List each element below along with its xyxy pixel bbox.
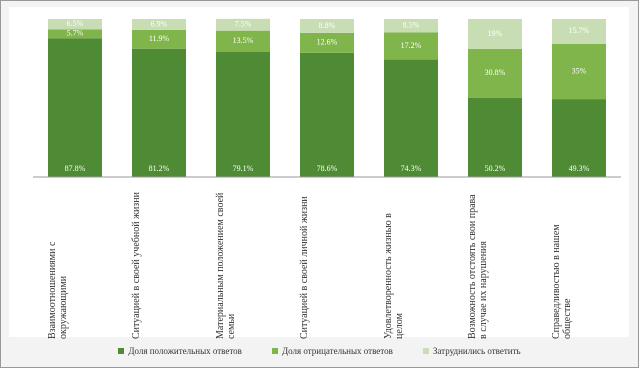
x-tick-label: Удовлетворенность жизнью в целом [383,213,405,339]
x-tick-label: Взаимоотношениями с окружающими [47,241,69,339]
chart: 87.8% 5.7%6.5% 81.2% 11.9% 6.9% 79.1% 13.5% 7.5… [33,18,621,178]
value-label: 8.8% [319,21,336,30]
bar-segment [132,29,186,49]
value-label: 8.5% [403,21,420,30]
value-label: 81.2% [149,164,170,173]
bar-segment [300,32,354,53]
x-tick-label: Справедливостью в нашем обществе [551,224,573,339]
x-tick-label: Ситуацией в своей личной жизни [299,196,310,339]
bar-segment [216,30,270,53]
value-label: 78.6% [317,164,338,173]
value-label: 87.8% [65,164,86,173]
value-label: 35% [572,66,587,75]
legend-swatch [118,348,125,354]
bar-segment [552,43,606,100]
legend-label: Затруднились ответить [432,346,521,356]
bar-segment [468,49,522,98]
bar-segment [132,19,186,30]
x-tick-label: Возможность отстоять свои права в случае… [467,194,489,339]
bar-segment [216,18,270,31]
legend-item: Доля отрицательных ответов [271,346,393,356]
legend-label: Доля положительных ответов [128,346,242,356]
value-label: 12.6% [317,38,338,47]
value-label: 17.2% [401,41,422,50]
bar-segment [300,19,354,33]
value-label: 19% [488,29,503,38]
value-label: 13.5% [233,36,254,45]
value-label: 5.7% [67,29,84,38]
bar-segment [132,48,186,178]
bar-segment [552,19,606,44]
legend-label: Доля отрицательных ответов [281,346,393,356]
bar-segment [48,19,102,30]
value-label: 7.5% [235,20,252,29]
bar-segment [384,59,438,177]
x-tick-label: Ситуацией в своей учебной жизни [131,192,142,339]
value-label: 49.3% [569,164,590,173]
value-label: 15.7% [569,26,590,35]
legend-item: Затруднились ответить [422,346,521,356]
x-tick-label: Материальным положением своей семьи [215,192,237,339]
legend-item: Доля положительных ответов [118,346,242,356]
bar-segment [48,38,102,177]
value-label: 30.8% [485,68,506,77]
bar-segment [300,52,354,178]
bar-segment [48,29,102,39]
legend-swatch [422,348,429,354]
legend-swatch [271,348,278,354]
value-label: 50.2% [485,164,506,173]
bar-segment [216,52,270,177]
bar-segment [468,19,522,50]
bar-segment [384,32,438,60]
value-label: 6.9% [151,19,168,28]
legend: Доля положительных ответов Доля отрицател… [1,346,638,356]
value-label: 11.9% [149,34,170,43]
plot-area: 87.8% 5.7% 6.5% 81.2% 11.9% 6.9% 79.1% 13.5% 7.5… [9,7,629,339]
value-label: 74.3% [401,164,422,173]
value-label: 6.5% [67,19,84,28]
bar-segment [468,97,522,177]
bar-segment [384,19,438,33]
value-label: 79.1% [233,164,254,173]
bar-segment [552,99,606,177]
